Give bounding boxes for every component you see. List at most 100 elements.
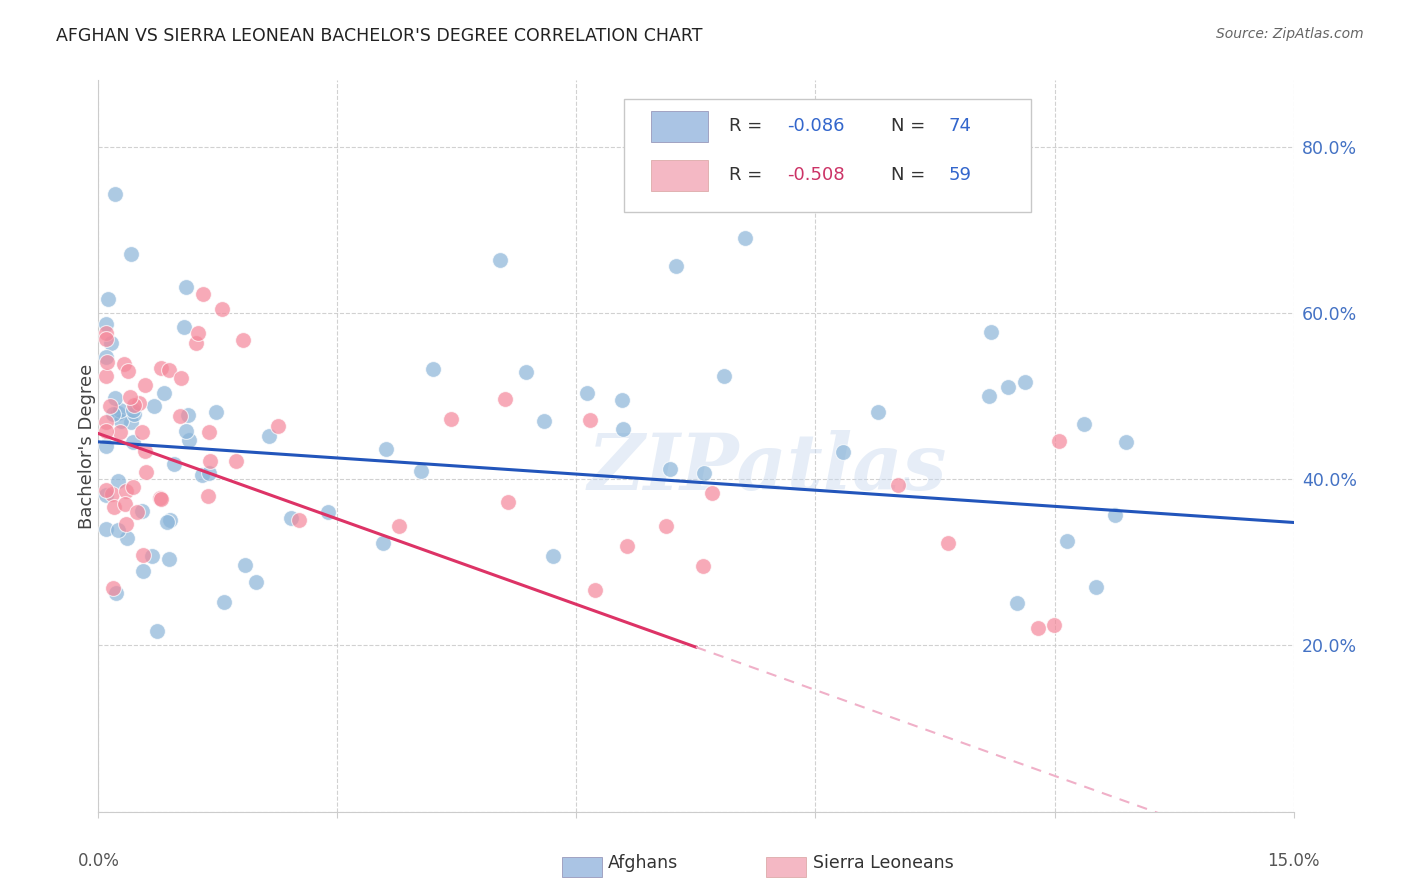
Point bbox=[375, 442, 398, 457]
Point bbox=[174, 424, 197, 438]
Text: Source: ZipAtlas.com: Source: ZipAtlas.com bbox=[1216, 27, 1364, 41]
Point bbox=[135, 465, 157, 479]
Point bbox=[616, 539, 638, 553]
Point bbox=[1042, 618, 1064, 632]
Point bbox=[225, 454, 247, 468]
Point bbox=[191, 468, 214, 483]
Point bbox=[583, 583, 606, 598]
Point bbox=[122, 435, 145, 450]
Point bbox=[163, 457, 186, 471]
Point bbox=[112, 357, 135, 371]
Text: -0.086: -0.086 bbox=[787, 118, 844, 136]
Point bbox=[440, 412, 463, 426]
Point bbox=[114, 497, 136, 511]
Point bbox=[665, 259, 688, 273]
Point bbox=[100, 399, 122, 413]
Point bbox=[575, 385, 598, 400]
Point bbox=[117, 364, 139, 378]
Point bbox=[122, 480, 145, 494]
Point bbox=[134, 444, 156, 458]
Point bbox=[149, 491, 172, 506]
Point bbox=[612, 422, 634, 436]
Point bbox=[110, 425, 132, 439]
Point bbox=[515, 365, 537, 379]
Text: Sierra Leoneans: Sierra Leoneans bbox=[813, 854, 953, 871]
Point bbox=[997, 380, 1019, 394]
Point bbox=[122, 403, 145, 417]
Point bbox=[388, 518, 411, 533]
Point bbox=[145, 624, 167, 638]
Point bbox=[197, 467, 219, 481]
Point bbox=[131, 503, 153, 517]
Point bbox=[103, 500, 125, 515]
Point bbox=[115, 483, 138, 498]
Point bbox=[578, 413, 600, 427]
Text: R =: R = bbox=[730, 167, 769, 185]
Point bbox=[533, 414, 555, 428]
Point bbox=[141, 549, 163, 563]
Point bbox=[107, 474, 129, 488]
Point bbox=[232, 333, 254, 347]
Point bbox=[693, 467, 716, 481]
Point bbox=[96, 415, 118, 429]
Point bbox=[152, 386, 174, 401]
Y-axis label: Bachelor's Degree: Bachelor's Degree bbox=[79, 363, 96, 529]
Text: N =: N = bbox=[891, 118, 931, 136]
Point bbox=[156, 515, 179, 529]
Text: R =: R = bbox=[730, 118, 769, 136]
Point bbox=[96, 439, 118, 453]
Point bbox=[134, 378, 156, 392]
Point bbox=[422, 362, 444, 376]
Point bbox=[654, 519, 676, 533]
Point bbox=[128, 396, 150, 410]
Point bbox=[187, 326, 209, 340]
Point bbox=[96, 350, 118, 364]
Point bbox=[280, 511, 302, 525]
Point bbox=[1115, 435, 1137, 450]
Point bbox=[977, 389, 1000, 403]
Text: Afghans: Afghans bbox=[607, 854, 678, 871]
Text: AFGHAN VS SIERRA LEONEAN BACHELOR'S DEGREE CORRELATION CHART: AFGHAN VS SIERRA LEONEAN BACHELOR'S DEGR… bbox=[56, 27, 703, 45]
Point bbox=[1073, 417, 1095, 431]
Point bbox=[96, 369, 118, 384]
Point bbox=[1056, 534, 1078, 549]
Point bbox=[700, 485, 723, 500]
Point bbox=[498, 495, 520, 509]
Point bbox=[96, 317, 118, 331]
Point bbox=[142, 399, 165, 413]
Point bbox=[713, 369, 735, 384]
Point bbox=[120, 247, 142, 261]
Point bbox=[371, 535, 394, 549]
Point bbox=[610, 393, 633, 408]
Point bbox=[107, 524, 129, 538]
Point bbox=[980, 325, 1002, 339]
Point bbox=[170, 371, 193, 385]
Point bbox=[177, 408, 200, 422]
Point bbox=[169, 409, 191, 423]
Point bbox=[936, 536, 959, 550]
Point bbox=[132, 549, 155, 563]
Point bbox=[205, 404, 228, 418]
Point bbox=[101, 407, 124, 421]
Point bbox=[541, 549, 564, 563]
Point bbox=[115, 531, 138, 545]
Point bbox=[173, 320, 195, 334]
FancyBboxPatch shape bbox=[624, 99, 1031, 212]
Point bbox=[131, 425, 153, 440]
Point bbox=[235, 558, 257, 572]
Point bbox=[214, 594, 236, 608]
Point bbox=[105, 586, 128, 600]
Text: ZIPatlas: ZIPatlas bbox=[588, 430, 948, 506]
Text: 15.0%: 15.0% bbox=[1267, 852, 1320, 870]
Point bbox=[96, 424, 118, 438]
Text: -0.508: -0.508 bbox=[787, 167, 845, 185]
Point bbox=[150, 361, 173, 376]
Point bbox=[100, 336, 122, 351]
Point bbox=[96, 488, 118, 502]
Point bbox=[245, 574, 267, 589]
Point bbox=[198, 425, 221, 439]
Point bbox=[267, 419, 290, 434]
Point bbox=[96, 326, 118, 341]
Point bbox=[159, 513, 181, 527]
Text: N =: N = bbox=[891, 167, 931, 185]
